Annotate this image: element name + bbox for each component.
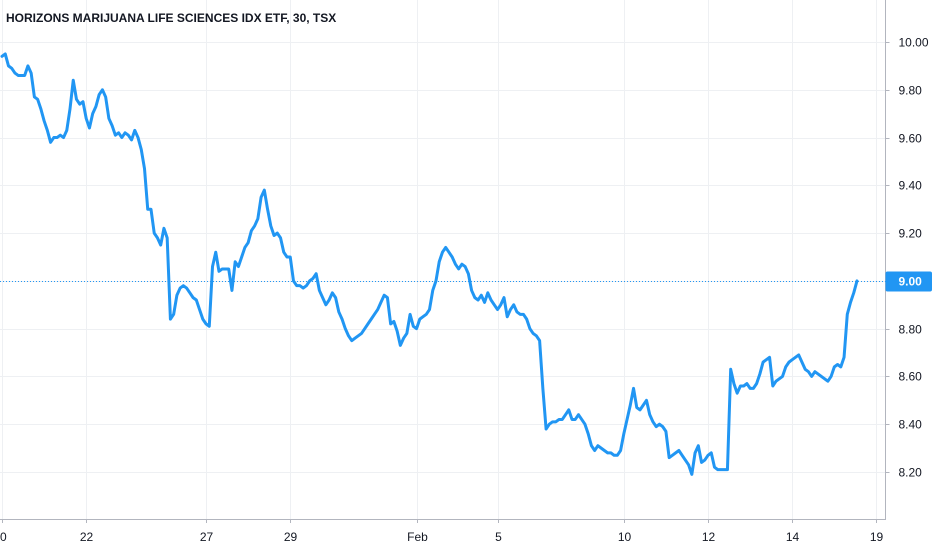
time-tick-label: 10 — [618, 530, 632, 544]
price-series-line — [0, 52, 859, 476]
price-tick-label: 8.60 — [899, 370, 923, 384]
last-price-badge-background — [885, 271, 932, 292]
price-tick-label: 9.80 — [899, 84, 923, 98]
axis-layer — [0, 0, 886, 520]
grid-layer — [0, 0, 886, 519]
time-tick-label: Feb — [407, 530, 428, 544]
time-tick-label: 14 — [786, 530, 800, 544]
last-price-label: 9.00 — [899, 275, 923, 289]
price-tick-label: 9.20 — [899, 227, 923, 241]
time-tick-label: 22 — [80, 530, 94, 544]
last-price-badge: 9.00 — [885, 271, 932, 292]
price-tick-label: 8.80 — [899, 323, 923, 337]
time-tick-label: 0 — [0, 530, 7, 544]
price-tick-label: 8.40 — [899, 418, 923, 432]
time-tick-label: 27 — [200, 530, 214, 544]
price-tick-label: 9.60 — [899, 132, 923, 146]
price-tick-label: 10.00 — [899, 36, 929, 50]
price-tick-label: 9.40 — [899, 179, 923, 193]
time-tick-label: 5 — [495, 530, 502, 544]
time-scale[interactable]: 0 22 27 29 Feb 5 10 12 14 19 — [0, 519, 883, 544]
price-scale[interactable]: 10.00 9.80 9.60 9.40 9.20 9.00 8.80 8.60 8.40 8.2… — [885, 36, 929, 480]
time-tick-label: 12 — [702, 530, 716, 544]
time-tick-label: 19 — [870, 530, 884, 544]
price-tick-label: 8.20 — [899, 466, 923, 480]
chart-title: HORIZONS MARIJUANA LIFE SCIENCES IDX ETF… — [6, 11, 336, 25]
time-tick-label: 29 — [284, 530, 298, 544]
